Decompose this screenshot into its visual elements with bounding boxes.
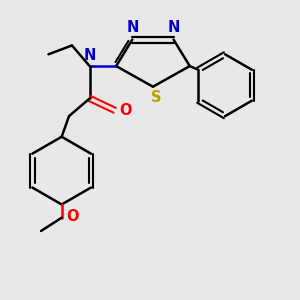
Text: S: S [151,90,161,105]
Text: O: O [119,103,132,118]
Text: N: N [83,47,96,62]
Text: O: O [66,209,79,224]
Text: N: N [167,20,180,35]
Text: N: N [126,20,139,35]
